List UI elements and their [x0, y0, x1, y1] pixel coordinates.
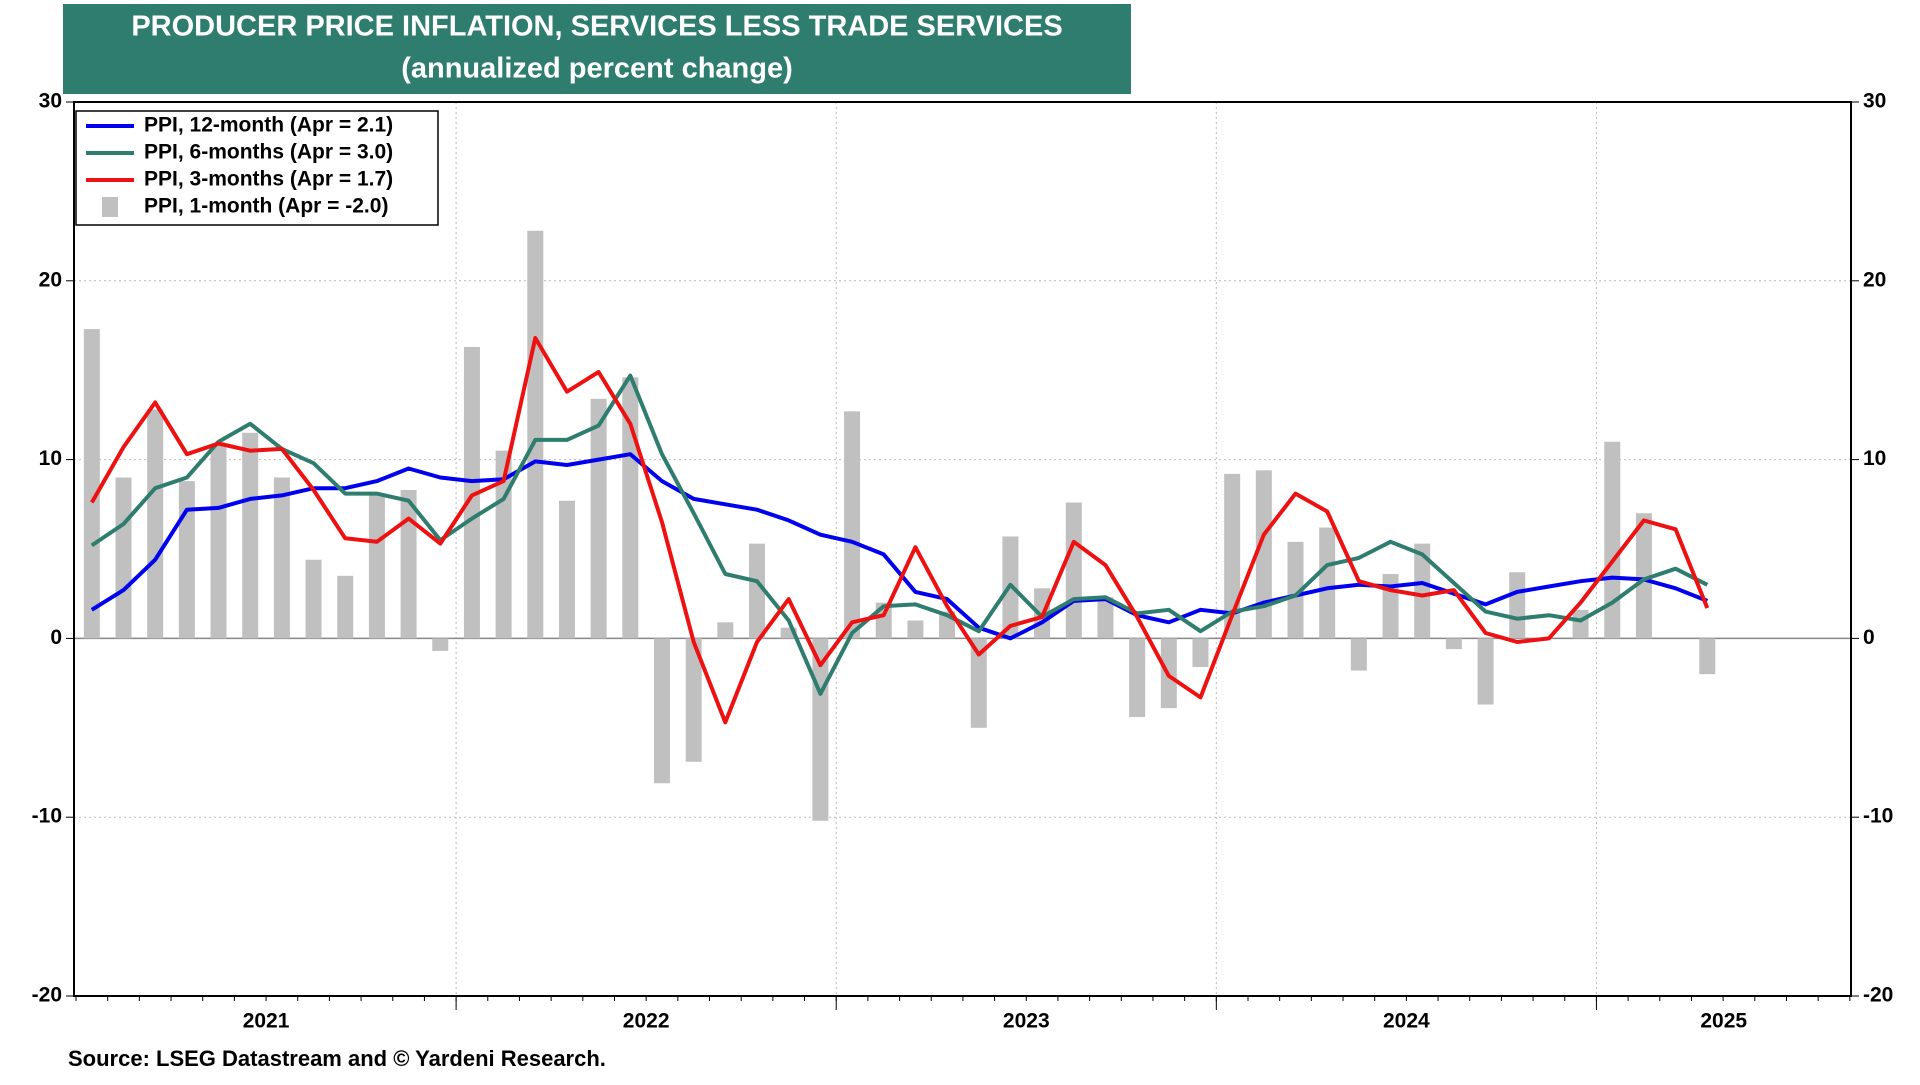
y-tick-label: 0	[50, 626, 62, 649]
bar	[1129, 638, 1146, 718]
bar	[1635, 513, 1652, 639]
legend-label: PPI, 3-months (Apr = 1.7)	[144, 168, 393, 191]
y-tick-label: 10	[39, 447, 62, 470]
y2-tick-label: 20	[1863, 268, 1886, 291]
bar	[1287, 541, 1304, 639]
bar	[1065, 502, 1082, 639]
bar	[590, 398, 607, 639]
bar	[1699, 638, 1716, 675]
line-series	[90, 452, 1709, 641]
source-note: Source: LSEG Datastream and © Yardeni Re…	[68, 1046, 606, 1071]
bar	[844, 411, 861, 639]
bar	[432, 638, 449, 651]
y-tick-label: -20	[32, 984, 62, 1007]
bar	[115, 477, 132, 639]
bar	[717, 622, 734, 639]
bar	[305, 559, 322, 639]
legend-swatch	[102, 197, 118, 217]
bar	[1477, 638, 1494, 705]
x-tick-label: 2024	[1383, 1010, 1430, 1033]
title-box	[63, 4, 1131, 94]
line-series	[90, 336, 1710, 725]
chart-title: PRODUCER PRICE INFLATION, SERVICES LESS …	[131, 11, 1062, 43]
bar	[1097, 597, 1114, 639]
bar	[1350, 638, 1367, 671]
bar	[558, 500, 575, 639]
bar	[242, 432, 259, 639]
y-tick-label: -10	[32, 805, 62, 828]
bar	[337, 575, 354, 639]
legend-label: PPI, 6-months (Apr = 3.0)	[144, 141, 393, 164]
y2-tick-label: 0	[1863, 626, 1875, 649]
y-tick-label: 20	[39, 268, 62, 291]
bar	[653, 638, 670, 784]
plot-frame	[73, 101, 1852, 997]
bar	[1192, 638, 1209, 668]
legend-label: PPI, 1-month (Apr = -2.0)	[144, 195, 388, 218]
bar	[400, 489, 417, 639]
bar	[685, 638, 702, 762]
bar	[749, 543, 766, 639]
y2-tick-label: -10	[1863, 805, 1893, 828]
y-tick-label: 30	[39, 90, 62, 113]
bar	[1255, 470, 1272, 639]
y2-tick-label: 30	[1863, 90, 1886, 113]
bar	[1572, 609, 1589, 639]
bar	[147, 409, 164, 639]
bar	[273, 477, 290, 639]
bar	[907, 620, 924, 639]
chart-subtitle: (annualized percent change)	[401, 53, 793, 85]
bar	[1224, 473, 1241, 639]
x-tick-label: 2023	[1003, 1010, 1050, 1033]
y2-tick-label: -20	[1863, 984, 1893, 1007]
legend-box	[75, 110, 439, 226]
x-tick-label: 2021	[243, 1010, 290, 1033]
bar	[83, 329, 100, 639]
bar	[1509, 572, 1526, 639]
bar	[178, 481, 195, 639]
bar	[1319, 527, 1336, 639]
bar	[970, 638, 987, 728]
legend-label: PPI, 12-month (Apr = 2.1)	[144, 114, 393, 137]
x-tick-label: 2025	[1700, 1010, 1747, 1033]
bar	[368, 495, 385, 639]
bar	[1382, 574, 1399, 639]
bar	[210, 445, 227, 639]
y2-tick-label: 10	[1863, 447, 1886, 470]
bar	[495, 450, 512, 639]
line-series	[90, 373, 1709, 696]
bar	[1445, 638, 1462, 650]
bar	[780, 627, 797, 639]
x-tick-label: 2022	[623, 1010, 670, 1033]
bar	[463, 346, 480, 639]
bar	[527, 230, 544, 639]
bar	[1604, 441, 1621, 639]
bar	[1414, 543, 1431, 639]
